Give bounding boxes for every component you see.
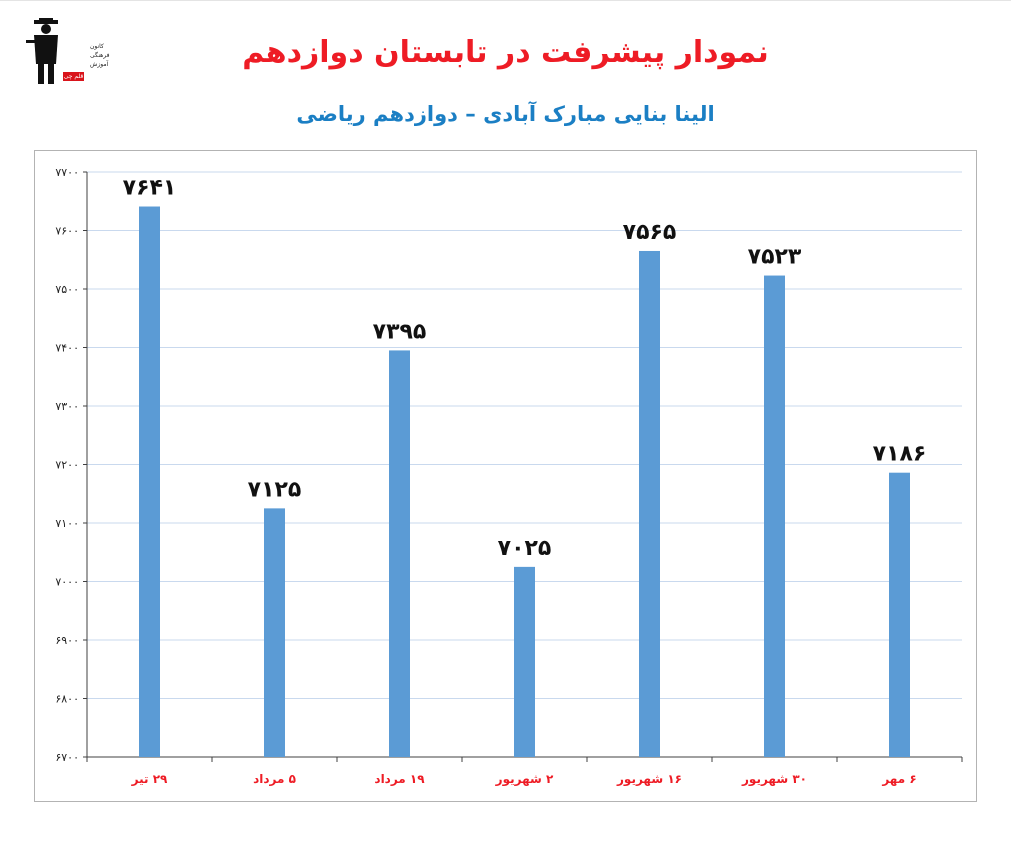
- bar: [514, 566, 535, 757]
- y-tick-label: ۷۴۰۰: [55, 342, 79, 355]
- bar: [389, 350, 410, 757]
- data-label: ۷۶۴۱: [123, 176, 177, 201]
- bar: [639, 250, 660, 757]
- data-label: ۷۰۲۵: [498, 536, 552, 561]
- logo-badge: قلم چی: [63, 72, 84, 81]
- y-tick-label: ۶۸۰۰: [55, 693, 79, 706]
- x-category-label: ۲۹ تیر: [131, 772, 168, 786]
- x-category-label: ۵ مرداد: [253, 772, 296, 786]
- data-label: ۷۱۲۵: [248, 477, 302, 502]
- y-tick-label: ۶۷۰۰: [55, 751, 79, 764]
- y-tick-label: ۷۱۰۰: [55, 517, 79, 530]
- y-tick-label: ۷۲۰۰: [55, 459, 79, 472]
- page-subtitle: الینا بنایی مبارک آبادی – دوازدهم ریاضی: [296, 102, 715, 126]
- teacher-logo-icon: [26, 18, 58, 84]
- bar: [889, 472, 910, 757]
- y-tick-label: ۷۰۰۰: [55, 576, 79, 589]
- data-label: ۷۵۶۵: [623, 220, 677, 245]
- chart-frame: ۶۷۰۰ ۶۸۰۰ ۶۹۰۰ ۷۰۰۰ ۷۱۰۰ ۷۲۰۰ ۷۳۰۰ ۷۴۰۰ ۷۵۰۰ ۷۶۰۰…: [34, 150, 977, 802]
- y-tick-label: ۷۳۰۰: [55, 400, 79, 413]
- top-divider: [0, 0, 1011, 1]
- logo-line-3: آموزش: [90, 61, 109, 68]
- logo-line-1: کانون: [90, 43, 104, 50]
- bar: [139, 206, 160, 757]
- x-category-label: ۶ مهر: [881, 772, 916, 786]
- page-title: نمودار پیشرفت در تابستان دوازدهم: [242, 35, 769, 70]
- x-category-label: ۱۹ مرداد: [374, 772, 425, 786]
- data-label: ۷۳۹۵: [373, 319, 427, 344]
- x-category-label: ۳۰ شهریور: [741, 772, 807, 787]
- data-label: ۷۱۸۶: [873, 442, 927, 467]
- y-tick-label: ۷۷۰۰: [55, 166, 79, 179]
- y-tick-label: ۷۵۰۰: [55, 283, 79, 296]
- x-category-label: ۱۶ شهریور: [616, 772, 682, 787]
- y-tick-label: ۷۶۰۰: [55, 225, 79, 238]
- logo: کانون فرهنگی آموزش: [26, 18, 109, 84]
- x-category-label: ۲ شهریور: [495, 772, 554, 787]
- bar-chart: ۶۷۰۰ ۶۸۰۰ ۶۹۰۰ ۷۰۰۰ ۷۱۰۰ ۷۲۰۰ ۷۳۰۰ ۷۴۰۰ ۷۵۰۰ ۷۶۰۰…: [55, 166, 963, 787]
- logo-line-2: فرهنگی: [90, 52, 110, 59]
- data-label: ۷۵۲۳: [748, 245, 802, 270]
- bar: [264, 508, 285, 757]
- y-tick-label: ۶۹۰۰: [55, 634, 79, 647]
- bar: [764, 275, 785, 757]
